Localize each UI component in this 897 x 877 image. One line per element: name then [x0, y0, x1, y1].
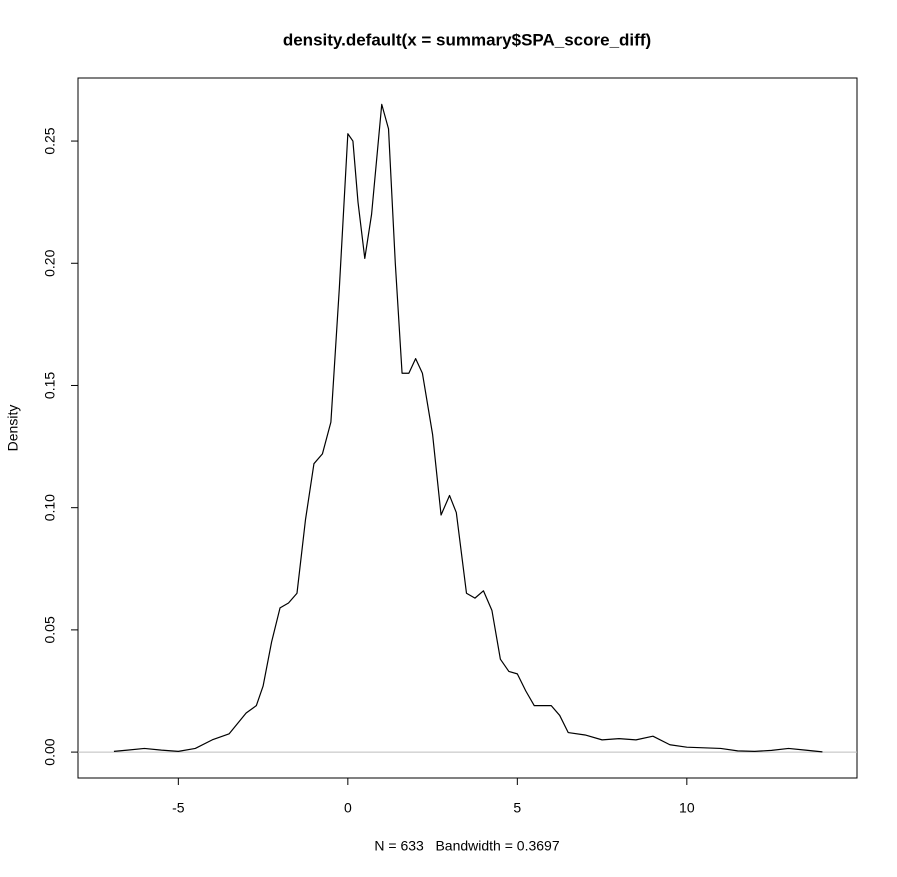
y-axis-label: Density — [5, 405, 21, 452]
y-tick-label: 0.10 — [42, 494, 58, 521]
chart-title: density.default(x = summary$SPA_score_di… — [283, 30, 651, 49]
x-tick-label: 0 — [344, 800, 352, 816]
y-tick-label: 0.00 — [42, 738, 58, 765]
y-tick-label: 0.25 — [42, 127, 58, 154]
x-tick-label: 5 — [513, 800, 521, 816]
y-tick-label: 0.05 — [42, 616, 58, 643]
y-tick-label: 0.20 — [42, 249, 58, 276]
x-tick-label: 10 — [679, 800, 695, 816]
y-tick-label: 0.15 — [42, 372, 58, 399]
x-axis-label: N = 633 Bandwidth = 0.3697 — [374, 838, 559, 854]
x-tick-label: -5 — [172, 800, 185, 816]
density-line — [113, 103, 823, 753]
plot-frame — [77, 77, 858, 779]
